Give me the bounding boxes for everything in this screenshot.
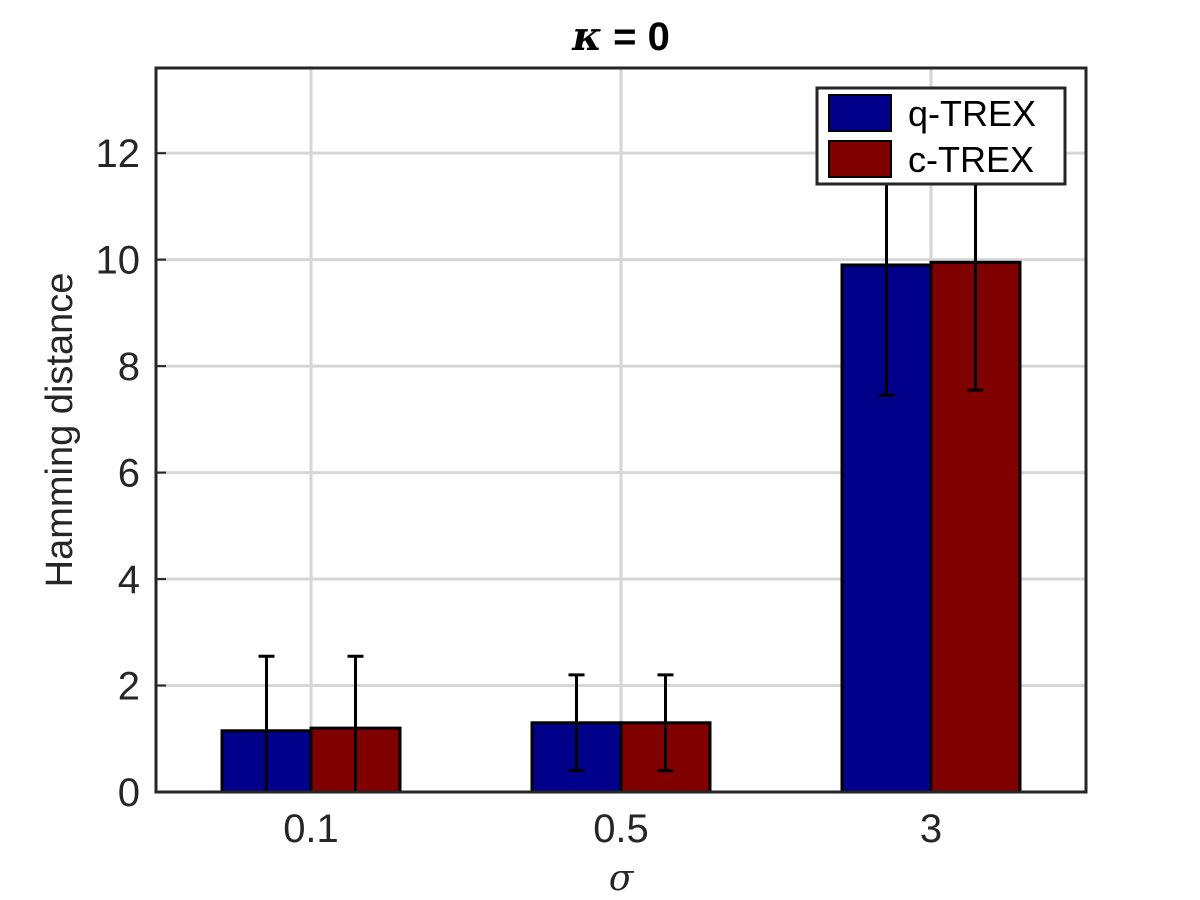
y-tick-label: 4 <box>118 558 140 602</box>
y-tick-label: 12 <box>96 132 141 176</box>
legend: q-TREX c-TREX <box>815 86 1067 186</box>
x-tick-label: 0.1 <box>283 807 339 851</box>
y-tick-label: 8 <box>118 345 140 389</box>
plot-frame <box>154 66 1088 794</box>
x-tick-labels: 0.1 0.5 3 <box>283 807 942 851</box>
y-tick-label: 6 <box>118 452 140 496</box>
legend-label-q-trex: q-TREX <box>908 93 1036 134</box>
x-tick-label: 3 <box>920 807 942 851</box>
y-tick-label: 2 <box>118 665 140 709</box>
x-tick-label: 0.5 <box>593 807 649 851</box>
y-tick-labels: 0 2 4 6 8 10 12 <box>96 132 141 815</box>
title-symbol: κ <box>571 13 602 60</box>
x-axis-label: σ <box>609 858 635 899</box>
y-axis-label: Hamming distance <box>39 273 81 588</box>
legend-label-c-trex: c-TREX <box>908 139 1034 180</box>
y-tick-label: 0 <box>118 771 140 815</box>
legend-swatch-q-trex <box>828 94 892 132</box>
y-tick-label: 10 <box>96 239 141 283</box>
chart-title: κ = 0 <box>571 13 670 60</box>
title-value: = 0 <box>602 15 670 59</box>
legend-swatch-c-trex <box>828 140 892 178</box>
